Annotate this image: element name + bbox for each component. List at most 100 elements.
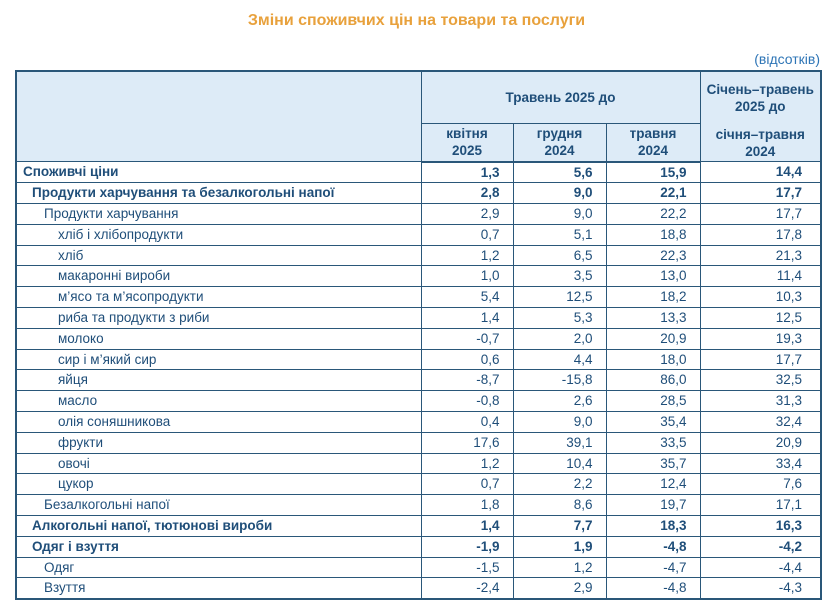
- cell-value: 18,8: [605, 223, 701, 246]
- cell-value: 2,9: [420, 203, 514, 225]
- cell-value: 14,4: [699, 160, 822, 184]
- cell-value: 17,6: [420, 431, 514, 454]
- header-row-subcolumns: квітня 2025 грудня 2024 травня 2024: [16, 123, 821, 163]
- cell-value: 5,6: [512, 160, 607, 184]
- cell-value: 35,7: [605, 452, 701, 475]
- header-col-may-2024: травня 2024: [605, 123, 701, 163]
- cell-value: 11,4: [699, 265, 822, 288]
- cell-value: 1,2: [420, 452, 514, 475]
- cell-value: 8,6: [512, 494, 607, 517]
- cell-value: 18,3: [605, 515, 701, 537]
- page: Зміни споживчих цін на товари та послуги…: [0, 12, 833, 601]
- cumulative-sub-line2: 2024: [745, 143, 776, 159]
- cell-value: -4,8: [605, 577, 701, 600]
- header-col-december-2024: грудня 2024: [512, 123, 607, 163]
- cell-value: 17,7: [699, 203, 822, 225]
- row-label: Продукти харчування: [15, 203, 422, 225]
- unit-note: (відсотків): [754, 51, 820, 67]
- cell-value: 19,3: [699, 327, 822, 350]
- cell-value: -0,8: [420, 390, 514, 413]
- cumulative-group-line2: 2025 до: [734, 99, 786, 114]
- cell-value: -1,9: [420, 535, 514, 558]
- table-row: хліб і хлібопродукти 0,7 5,1 18,8 17,8: [15, 223, 822, 246]
- cell-value: 20,9: [605, 327, 701, 350]
- cell-value: 0,7: [420, 223, 514, 246]
- cell-value: 1,2: [420, 244, 514, 267]
- cell-value: -8,7: [420, 369, 514, 392]
- cell-value: -4,3: [699, 577, 822, 600]
- cell-value: 32,5: [699, 369, 822, 392]
- row-label: Споживчі ціни: [15, 160, 422, 184]
- row-label: Одяг і взуття: [15, 535, 422, 558]
- cell-value: 18,0: [605, 348, 701, 371]
- cell-value: -2,4: [420, 577, 514, 600]
- cell-value: 22,2: [605, 203, 701, 225]
- table-row: м’ясо та м’ясопродукти 5,4 12,5 18,2 10,…: [15, 286, 822, 309]
- row-label: Безалкогольні напої: [15, 494, 422, 517]
- cell-value: 12,5: [512, 286, 607, 309]
- cell-value: -15,8: [512, 369, 607, 392]
- subcol-line2: 2024: [544, 143, 575, 159]
- table-row: Одяг -1,5 1,2 -4,7 -4,4: [15, 556, 822, 579]
- row-label: Алкогольні напої, тютюнові вироби: [15, 515, 422, 537]
- cell-value: 17,7: [699, 348, 822, 371]
- row-label: хліб і хлібопродукти: [15, 223, 422, 246]
- header-cumulative-group: Січень–травень 2025 до січня–травня 2024: [699, 70, 822, 162]
- cell-value: 1,4: [420, 307, 514, 329]
- cell-value: 6,5: [512, 244, 607, 267]
- cell-value: 22,1: [605, 182, 701, 205]
- row-label: Взуття: [15, 577, 422, 600]
- subcol-line1: квітня: [446, 126, 488, 142]
- header-col-april-2025: квітня 2025: [420, 123, 514, 163]
- table-row: Взуття -2,4 2,9 -4,8 -4,3: [15, 577, 822, 600]
- cell-value: 2,0: [512, 327, 607, 350]
- cell-value: 2,2: [512, 473, 607, 496]
- cell-value: 1,2: [512, 556, 607, 579]
- cell-value: 9,0: [512, 203, 607, 225]
- cell-value: 18,2: [605, 286, 701, 309]
- row-label: м’ясо та м’ясопродукти: [15, 286, 422, 309]
- cell-value: 5,1: [512, 223, 607, 246]
- cell-value: 1,0: [420, 265, 514, 288]
- table-row: Алкогольні напої, тютюнові вироби 1,4 7,…: [15, 515, 822, 537]
- row-label: цукор: [15, 473, 422, 496]
- cell-value: 20,9: [699, 431, 822, 454]
- subcol-line1: грудня: [536, 126, 583, 142]
- cell-value: 5,4: [420, 286, 514, 309]
- row-label: Одяг: [15, 556, 422, 579]
- subcol-line2: 2024: [637, 143, 669, 159]
- cell-value: 1,3: [420, 160, 514, 184]
- cell-value: -4,7: [605, 556, 701, 579]
- page-title: Зміни споживчих цін на товари та послуги: [247, 12, 586, 29]
- row-label: фрукти: [15, 431, 422, 454]
- table-row: макаронні вироби 1,0 3,5 13,0 11,4: [15, 265, 822, 288]
- subcol-line2: 2025: [451, 143, 483, 159]
- cell-value: 21,3: [699, 244, 822, 267]
- cell-value: 22,3: [605, 244, 701, 267]
- cell-value: -1,5: [420, 556, 514, 579]
- cell-value: 0,7: [420, 473, 514, 496]
- cell-value: 2,9: [512, 577, 607, 600]
- cell-value: 33,5: [605, 431, 701, 454]
- row-label: масло: [15, 390, 422, 413]
- cell-value: 1,9: [512, 535, 607, 558]
- cell-value: 12,4: [605, 473, 701, 496]
- cell-value: 17,8: [699, 223, 822, 246]
- cell-value: 9,0: [512, 182, 607, 205]
- cell-value: -0,7: [420, 327, 514, 350]
- table-row: хліб 1,2 6,5 22,3 21,3: [15, 244, 822, 267]
- cell-value: 3,5: [512, 265, 607, 288]
- cell-value: 39,1: [512, 431, 607, 454]
- table-row: яйця -8,7 -15,8 86,0 32,5: [15, 369, 822, 392]
- cell-value: 1,4: [420, 515, 514, 537]
- table-row: Продукти харчування та безалкогольні нап…: [15, 182, 822, 205]
- cell-value: 32,4: [699, 411, 822, 433]
- row-label: олія соняшникова: [15, 411, 422, 433]
- cell-value: 31,3: [699, 390, 822, 413]
- cell-value: 7,6: [699, 473, 822, 496]
- cell-value: 17,7: [699, 182, 822, 205]
- cell-value: 4,4: [512, 348, 607, 371]
- table-body: Споживчі ціни 1,3 5,6 15,9 14,4 Продукти…: [15, 160, 822, 600]
- cell-value: -4,8: [605, 535, 701, 558]
- cell-value: -4,4: [699, 556, 822, 579]
